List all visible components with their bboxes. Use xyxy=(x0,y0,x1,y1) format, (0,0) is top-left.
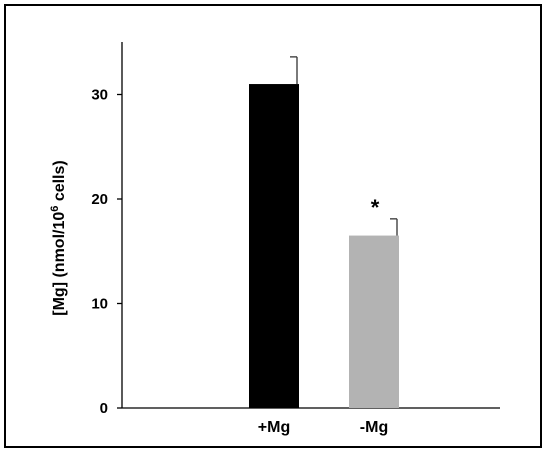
x-category-label: -Mg xyxy=(360,419,388,436)
bar xyxy=(349,235,399,408)
bar xyxy=(249,84,299,409)
y-tick-label: 20 xyxy=(91,191,108,208)
y-axis-title: [Mg] (nmol/106 cells) xyxy=(49,160,68,315)
bars: +Mg -Mg * xyxy=(249,56,399,436)
y-tick-label: 10 xyxy=(91,296,108,313)
y-tick-label: 30 xyxy=(91,87,108,104)
x-category-label: +Mg xyxy=(258,419,290,436)
y-axis-title-main: [Mg] (nmol/10 xyxy=(51,212,68,316)
y-axis-title-end: cells) xyxy=(51,160,68,205)
y-axis-title-superscript: 6 xyxy=(49,206,61,212)
significance-marker: * xyxy=(371,195,380,220)
y-tick-label: 0 xyxy=(100,400,108,417)
axes: 0 10 20 30 xyxy=(91,42,500,417)
